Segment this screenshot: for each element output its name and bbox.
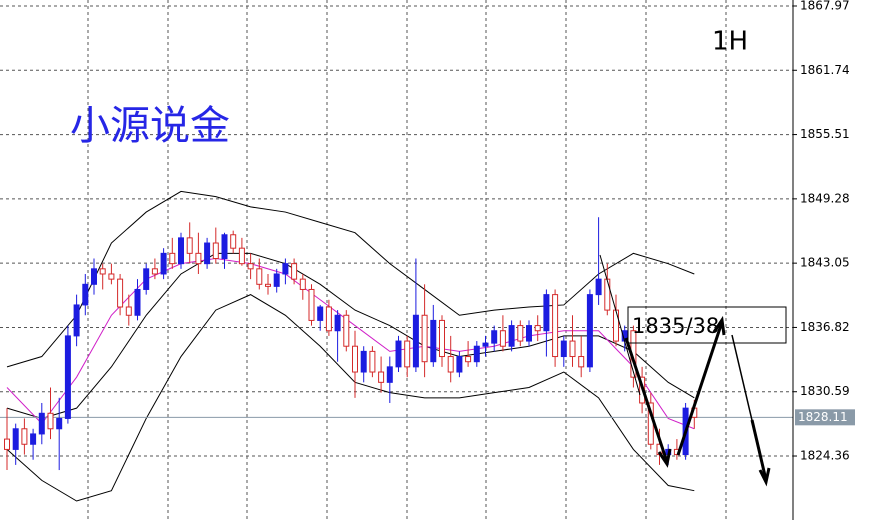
candle-body bbox=[343, 314, 350, 347]
candle-body bbox=[491, 330, 498, 344]
candle-body bbox=[317, 306, 324, 321]
candle-body bbox=[125, 306, 132, 316]
candle-body bbox=[108, 273, 115, 280]
candle-body bbox=[499, 330, 506, 347]
candle-body bbox=[221, 234, 228, 260]
candle-body bbox=[325, 306, 332, 332]
candle-body bbox=[134, 288, 141, 316]
candle-body bbox=[613, 309, 619, 342]
candle-body bbox=[569, 340, 576, 358]
timeframe: 1H bbox=[712, 27, 748, 57]
candle-body bbox=[160, 252, 167, 275]
candle-body bbox=[282, 263, 289, 275]
candle-body bbox=[91, 268, 97, 285]
candle-body bbox=[360, 350, 367, 373]
y-tick-label: 1843.05 bbox=[800, 256, 850, 270]
candle-body bbox=[151, 268, 158, 275]
y-tick-label: 1830.59 bbox=[800, 384, 850, 398]
candle-body bbox=[195, 252, 202, 265]
candle-body bbox=[369, 350, 376, 373]
candle-body bbox=[64, 335, 71, 419]
candle-body bbox=[247, 263, 254, 270]
candle-body bbox=[117, 278, 124, 308]
candle-body bbox=[299, 278, 306, 290]
time-grid bbox=[87, 0, 727, 520]
candle-body bbox=[352, 345, 358, 373]
candle-body bbox=[412, 314, 419, 368]
candle-body bbox=[30, 433, 37, 445]
annotation-box bbox=[627, 306, 787, 344]
candle-body bbox=[21, 428, 28, 445]
candle-body bbox=[99, 268, 106, 275]
candle-body bbox=[143, 268, 150, 290]
candle-body bbox=[534, 325, 541, 332]
candle-body bbox=[73, 304, 80, 337]
candle-body bbox=[230, 234, 237, 249]
y-tick-label: 1836.82 bbox=[800, 320, 850, 334]
candle-body bbox=[169, 252, 176, 265]
candle-body bbox=[395, 340, 402, 368]
candle-body bbox=[526, 325, 532, 342]
candle-body bbox=[238, 247, 245, 265]
candle-body bbox=[586, 294, 593, 368]
candle-body bbox=[47, 412, 54, 430]
candle-body bbox=[543, 294, 550, 332]
candle-body bbox=[439, 319, 445, 358]
candle-body bbox=[465, 356, 472, 363]
candle-body bbox=[421, 314, 428, 363]
candle-body bbox=[378, 371, 385, 383]
last-price-label: 1828.11 bbox=[798, 410, 848, 424]
y-tick-label: 1855.51 bbox=[800, 127, 850, 141]
candle-body bbox=[552, 294, 559, 358]
y-tick-label: 1824.36 bbox=[800, 449, 850, 463]
candle-body bbox=[578, 356, 585, 368]
candle-body bbox=[482, 342, 489, 347]
candle-body bbox=[595, 278, 602, 296]
candle-body bbox=[308, 288, 315, 321]
candle-body bbox=[204, 242, 211, 265]
candle-body bbox=[186, 237, 193, 254]
candle-body bbox=[273, 273, 280, 287]
candle-body bbox=[508, 325, 515, 347]
last-price-box bbox=[795, 409, 855, 426]
candle-body bbox=[473, 345, 480, 363]
y-tick-label: 1861.74 bbox=[800, 63, 850, 77]
candle-body bbox=[178, 237, 184, 265]
candle-body bbox=[12, 428, 19, 450]
candle-body bbox=[212, 242, 219, 260]
candle-body bbox=[447, 356, 454, 373]
watermark-title: 小源说金 bbox=[70, 103, 230, 149]
annotation: 1835/38 bbox=[632, 314, 719, 338]
candle-body bbox=[404, 340, 411, 368]
candle-body bbox=[56, 417, 63, 430]
arrows bbox=[599, 254, 771, 487]
candle-body bbox=[456, 356, 463, 373]
candle-body bbox=[265, 283, 271, 287]
candle-body bbox=[517, 325, 524, 342]
candle-body bbox=[430, 319, 437, 363]
candle-body bbox=[334, 314, 341, 332]
indicator-line bbox=[6, 190, 695, 368]
candle-body bbox=[386, 366, 393, 383]
candle-body bbox=[560, 340, 567, 358]
candle-body bbox=[38, 412, 45, 435]
y-tick-label: 1849.28 bbox=[800, 191, 850, 205]
candle-body bbox=[291, 263, 298, 280]
candle-body bbox=[604, 278, 611, 311]
candle-body bbox=[82, 283, 89, 306]
y-tick-label: 1867.97 bbox=[800, 0, 850, 12]
candle-body bbox=[256, 268, 263, 285]
candle-body bbox=[4, 438, 10, 450]
